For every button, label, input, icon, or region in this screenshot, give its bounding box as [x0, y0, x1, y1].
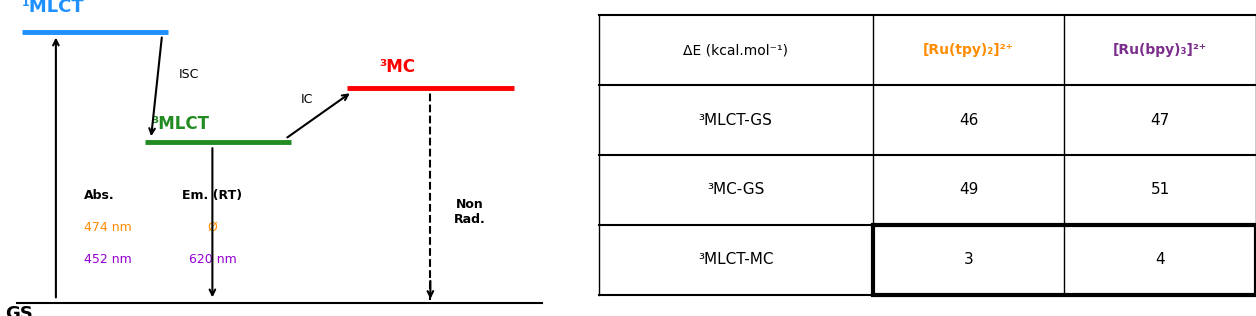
Text: Abs.: Abs.: [84, 189, 114, 203]
Text: ³MC-GS: ³MC-GS: [707, 182, 765, 198]
Text: 47: 47: [1150, 112, 1169, 128]
Text: ISC: ISC: [178, 68, 200, 81]
Text: 452 nm: 452 nm: [84, 252, 132, 266]
Text: Em. (RT): Em. (RT): [182, 189, 242, 203]
Text: Ø: Ø: [207, 221, 217, 234]
Text: 3: 3: [963, 252, 973, 267]
Text: [Ru(tpy)₂]²⁺: [Ru(tpy)₂]²⁺: [923, 43, 1014, 57]
Text: 474 nm: 474 nm: [84, 221, 132, 234]
Text: ΔE (kcal.mol⁻¹): ΔE (kcal.mol⁻¹): [683, 43, 789, 57]
Text: IC: IC: [301, 93, 314, 106]
Text: ³MLCT-MC: ³MLCT-MC: [698, 252, 774, 267]
Text: ³MLCT-GS: ³MLCT-GS: [698, 112, 772, 128]
Text: ³MC: ³MC: [379, 58, 414, 76]
Text: [Ru(bpy)₃]²⁺: [Ru(bpy)₃]²⁺: [1113, 43, 1207, 57]
Text: 46: 46: [958, 112, 978, 128]
Text: ³MLCT: ³MLCT: [151, 115, 208, 133]
Text: ¹MLCT: ¹MLCT: [23, 0, 85, 16]
Text: Non
Rad.: Non Rad.: [453, 198, 485, 226]
Text: 49: 49: [958, 182, 978, 198]
Text: 620 nm: 620 nm: [188, 252, 236, 266]
Text: 51: 51: [1150, 182, 1169, 198]
Text: 4: 4: [1156, 252, 1166, 267]
Text: GS: GS: [5, 305, 34, 316]
